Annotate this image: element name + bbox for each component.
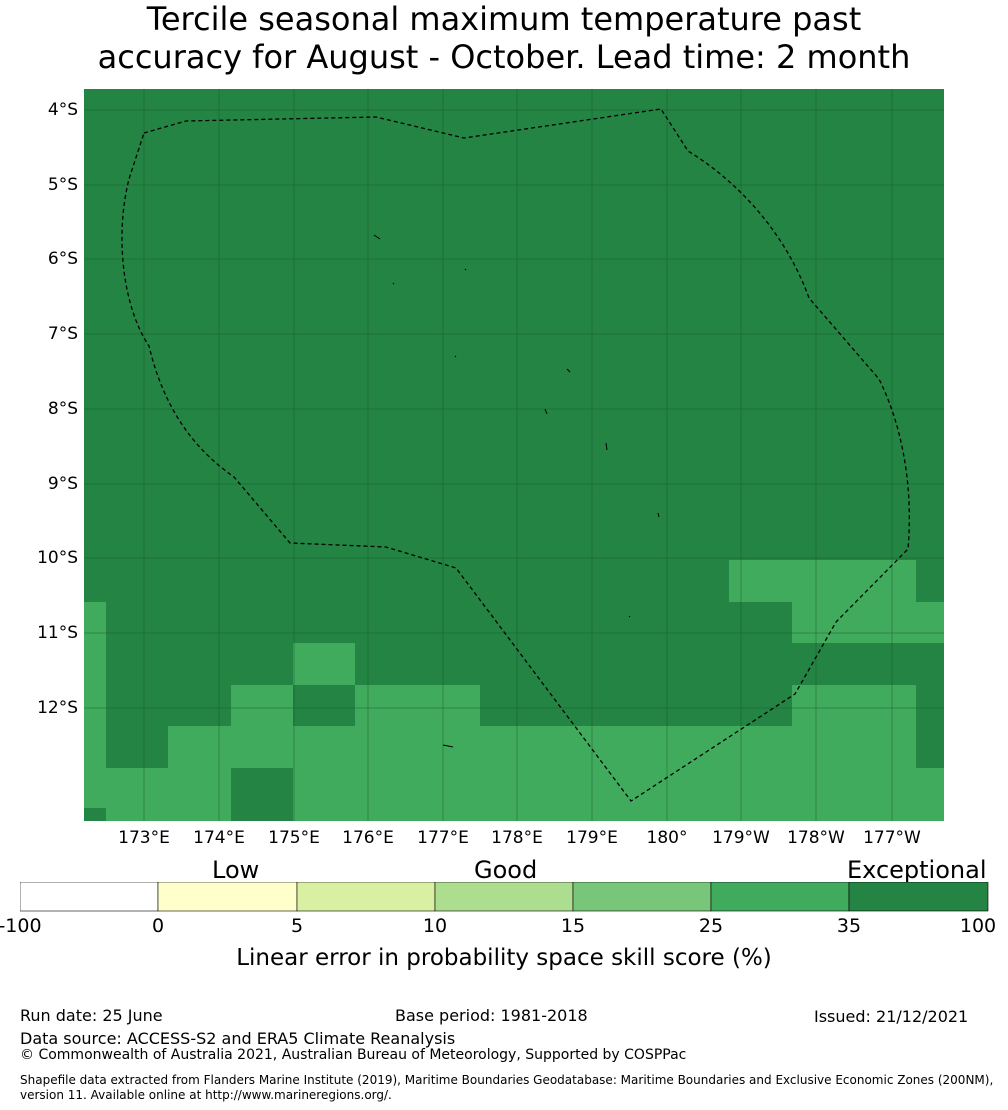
chart-title: Tercile seasonal maximum temperature pas…: [0, 0, 1008, 76]
shapefile-note: Shapefile data extracted from Flanders M…: [20, 1073, 994, 1102]
very-good-cells: [84, 560, 944, 821]
island-8: [657, 512, 660, 518]
lon-label-179w: 179°W: [712, 828, 770, 848]
lon-label-175e: 175°E: [268, 828, 320, 848]
island-1: [373, 234, 381, 240]
colorbar-tick-35: 35: [836, 915, 862, 937]
skill-map: [84, 89, 944, 821]
issued-date: Issued: 21/12/2021: [814, 1007, 969, 1026]
cell-region-e3: [916, 602, 944, 643]
lat-label-10s: 10°S: [37, 548, 78, 568]
cell-region-s1: [168, 726, 231, 821]
cell-region-west: [84, 602, 106, 821]
lat-label-4s: 4°S: [47, 100, 78, 120]
lat-label-7s: 7°S: [47, 324, 78, 344]
lat-label-5s: 5°S: [47, 175, 78, 195]
lon-label-176e: 176°E: [342, 828, 394, 848]
cell-region-s2: [231, 685, 293, 768]
category-label-low: Low: [212, 856, 260, 884]
copyright-notice: © Commonwealth of Australia 2021, Austra…: [20, 1047, 687, 1063]
colorbar-tick-15: 15: [560, 915, 586, 937]
cell-dark-c: [84, 808, 106, 821]
lat-label-6s: 6°S: [47, 249, 78, 269]
lon-label-178e: 178°E: [491, 828, 543, 848]
colorbar-tick-25: 25: [698, 915, 724, 937]
cell-region-sw: [106, 768, 168, 821]
colorbar-tick-10: 10: [422, 915, 448, 937]
lon-label-177e: 177°E: [417, 828, 469, 848]
colorbar-tick-0: 0: [151, 915, 165, 937]
colorbar-segment-7: [848, 882, 989, 912]
colorbar-title: Linear error in probability space skill …: [236, 945, 772, 971]
cell-region-se1: [792, 685, 916, 821]
cell-region-s6: [480, 726, 792, 821]
cell-region-s4: [293, 726, 480, 821]
cell-region-s3: [293, 643, 355, 685]
colorbar-segment-3: [296, 882, 436, 912]
colorbar-segment-1: [20, 882, 159, 912]
cell-region-e2: [792, 602, 916, 643]
cell-region-se2: [916, 768, 944, 821]
title-line-2: accuracy for August - October. Lead time…: [97, 38, 911, 76]
gridlines: [84, 89, 944, 821]
colorbar: [20, 882, 989, 912]
lon-label-180: 180°: [646, 828, 688, 848]
colorbar-tick-minus100: -100: [0, 915, 42, 937]
colorbar-tick-100: 100: [959, 915, 997, 937]
skill-map-canvas: [84, 89, 944, 821]
lon-label-178w: 178°W: [787, 828, 845, 848]
title-line-1: Tercile seasonal maximum temperature pas…: [146, 0, 862, 38]
category-label-exceptional: Exceptional: [847, 856, 987, 884]
cell-dark-d: [916, 726, 944, 768]
cell-region-s5: [355, 685, 480, 726]
lat-label-8s: 8°S: [47, 399, 78, 419]
island-6: [544, 408, 548, 415]
island-7: [605, 442, 608, 451]
lon-label-173e: 173°E: [118, 828, 170, 848]
base-period: Base period: 1981-2018: [395, 1006, 588, 1025]
lon-label-179e: 179°E: [566, 828, 618, 848]
category-label-good: Good: [474, 856, 538, 884]
cell-dark-a: [231, 768, 293, 808]
colorbar-segment-5: [572, 882, 712, 912]
island-2: [464, 268, 467, 271]
island-5: [566, 368, 571, 373]
lat-label-12s: 12°S: [37, 698, 78, 718]
cell-region-e1: [729, 560, 916, 602]
lat-label-11s: 11°S: [37, 623, 78, 643]
lon-label-177w: 177°W: [863, 828, 921, 848]
island-9: [628, 615, 631, 618]
run-date: Run date: 25 June: [20, 1006, 163, 1025]
island-4: [454, 355, 457, 358]
colorbar-segment-4: [434, 882, 574, 912]
colorbar-tick-5: 5: [290, 915, 304, 937]
island-10: [442, 744, 454, 748]
exceptional-cells-south: [84, 685, 944, 821]
island-3: [392, 282, 395, 285]
lon-label-174e: 174°E: [193, 828, 245, 848]
islands: [373, 234, 660, 748]
colorbar-segment-6: [710, 882, 850, 912]
cell-dark-b: [293, 685, 355, 726]
lat-label-9s: 9°S: [47, 474, 78, 494]
colorbar-segment-2: [157, 882, 298, 912]
data-source: Data source: ACCESS-S2 and ERA5 Climate …: [20, 1029, 456, 1048]
